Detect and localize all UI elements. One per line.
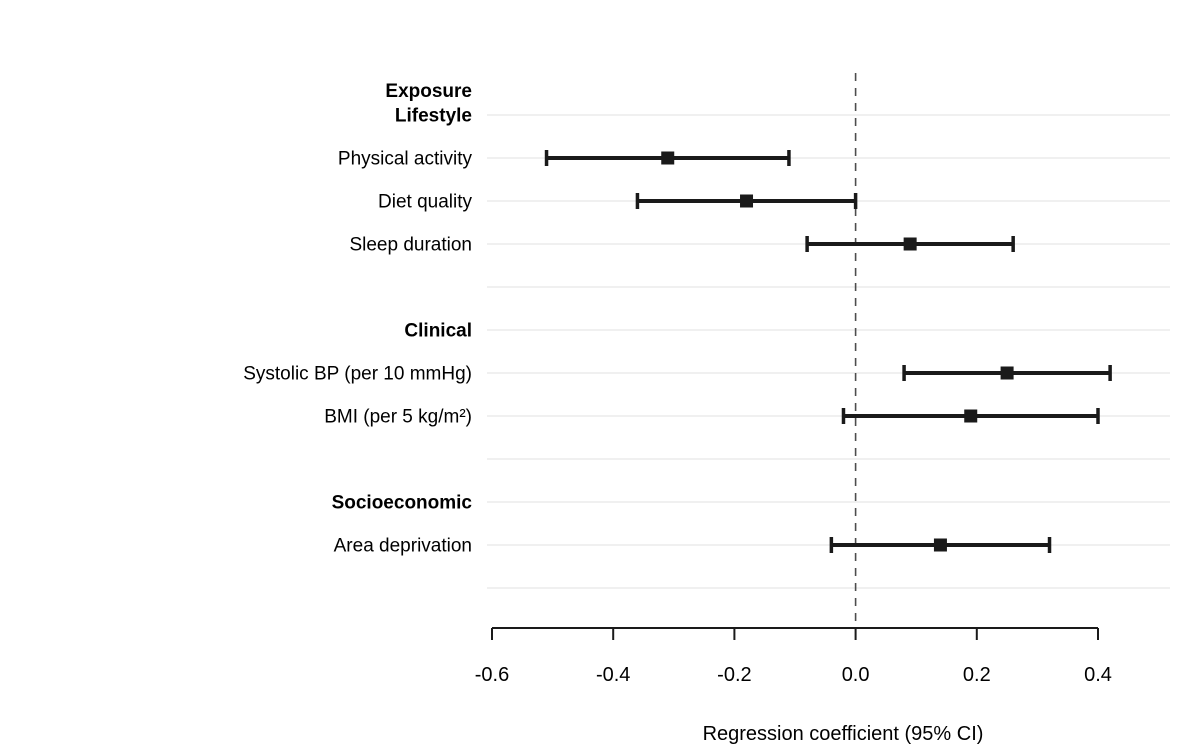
forest-row: Physical activity (338, 149, 791, 170)
forest-row: Area deprivation (334, 536, 1052, 557)
forest-row: Systolic BP (per 10 mmHg) (243, 364, 1112, 385)
forest-row: Sleep duration (349, 235, 1015, 256)
point-estimate-marker (661, 151, 675, 165)
x-axis-title: Regression coefficient (95% CI) (703, 723, 984, 745)
forest-row-group: Clinical (404, 321, 472, 342)
forest-row: Diet quality (378, 192, 858, 213)
rows-layer: Lifestyle Physical activity Diet quality Sl… (243, 106, 1112, 557)
x-axis-tick-label: 0.0 (842, 664, 870, 686)
row-label: Sleep duration (349, 235, 472, 256)
forest-row-group: Socioeconomic (332, 493, 473, 514)
x-axis-tick-label: 0.4 (1084, 664, 1112, 686)
group-label: Socioeconomic (332, 493, 473, 514)
row-label: Area deprivation (334, 536, 472, 557)
group-label: Lifestyle (395, 106, 472, 127)
row-label: BMI (per 5 kg/m²) (324, 407, 472, 428)
row-label: Diet quality (378, 192, 472, 213)
forest-row: BMI (per 5 kg/m²) (324, 407, 1100, 428)
row-label: Systolic BP (per 10 mmHg) (243, 364, 472, 385)
point-estimate-marker (964, 409, 978, 423)
point-estimate-marker (933, 538, 947, 552)
gridlines-layer (487, 114, 1170, 589)
x-axis-tick-label: -0.2 (717, 664, 751, 686)
column-header-exposure: Exposure (385, 81, 472, 102)
x-axis-tick-label: 0.2 (963, 664, 991, 686)
row-label: Physical activity (338, 149, 473, 170)
x-axis-tick-label: -0.4 (596, 664, 630, 686)
x-axis-layer: -0.6 -0.4 -0.2 0.0 0.2 0.4 (475, 627, 1112, 686)
group-label: Clinical (404, 321, 472, 342)
point-estimate-marker (740, 194, 754, 208)
x-axis-tick-label: -0.6 (475, 664, 509, 686)
point-estimate-marker (903, 237, 917, 251)
forest-row-group: Lifestyle (395, 106, 472, 127)
point-estimate-marker (1000, 366, 1014, 380)
